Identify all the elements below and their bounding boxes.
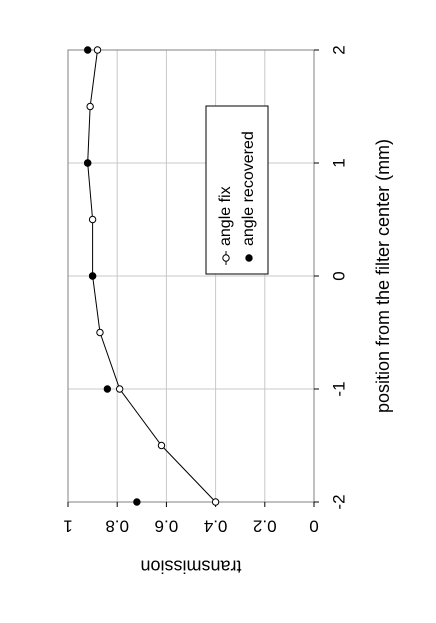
y-tick-label: 0.2 [253, 517, 277, 536]
x-tick-label: 0 [329, 271, 348, 280]
legend-label: angle recovered [240, 131, 257, 246]
data-point [133, 498, 141, 506]
data-point [211, 498, 220, 506]
y-tick-label: 0.6 [155, 517, 179, 536]
data-point [96, 328, 104, 337]
legend-marker [222, 254, 230, 262]
series-1 [83, 46, 141, 506]
data-point [83, 159, 92, 167]
data-point [88, 272, 97, 280]
legend-box [205, 105, 269, 275]
data-point [83, 46, 92, 54]
y-tick-label: 0.4 [204, 517, 228, 536]
y-axis-label: transmission [140, 556, 241, 576]
data-point [86, 102, 94, 111]
x-tick-label: 2 [329, 45, 348, 54]
series-layer [83, 46, 220, 506]
legend-label: angle fix [217, 186, 234, 246]
legend-marker [245, 254, 253, 262]
x-tick-label: -2 [329, 494, 348, 509]
y-tick-label: 0.8 [105, 517, 129, 536]
x-axis-label: position from the filter center (mm) [373, 139, 393, 413]
chart-root: -2 -1 0 1 2 0 0.2 0.4 0.6 0.8 1 angle fix angle rec… [63, 45, 392, 576]
x-tick-label: -1 [329, 381, 348, 396]
grid-layer [67, 49, 315, 503]
data-point [103, 385, 112, 393]
data-point [88, 215, 97, 224]
legend: angle fix angle recovered [205, 105, 269, 275]
y-tick-label: 0 [309, 517, 318, 536]
x-tick-label: 1 [329, 158, 348, 167]
data-point [93, 46, 102, 54]
data-point [115, 385, 124, 393]
data-point [157, 441, 166, 450]
ticks-layer: -2 -1 0 1 2 0 0.2 0.4 0.6 0.8 1 [63, 45, 348, 535]
y-tick-label: 1 [63, 517, 72, 536]
